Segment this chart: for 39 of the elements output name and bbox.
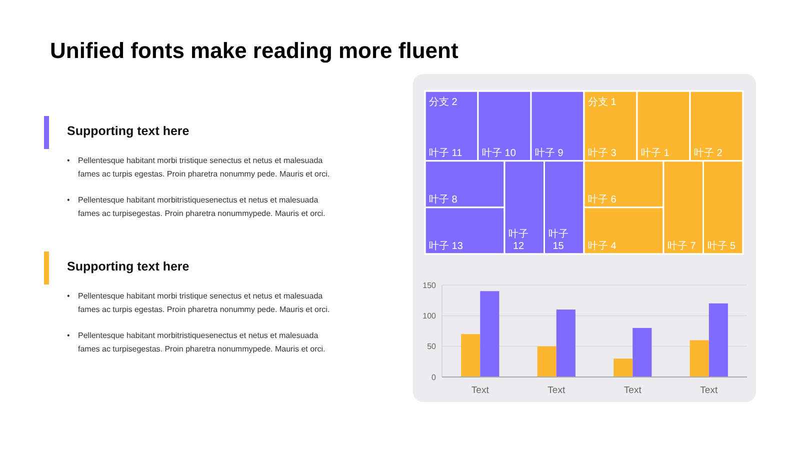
category-label: 叶子 4 bbox=[588, 240, 617, 252]
y-tick-label: 100 bbox=[422, 311, 437, 320]
category-label: 叶子 7 bbox=[668, 240, 696, 252]
category-label: 叶子 13 bbox=[429, 240, 464, 252]
bar bbox=[708, 303, 728, 377]
text: • Pellentesque habitant morbitristiquesenectus et netus et malesuada fames ac turpisegestas. Proin pharetra nonummypede. Mauris et orci. bbox=[67, 196, 326, 218]
bar bbox=[614, 358, 633, 377]
category-label: 叶子 15 bbox=[548, 228, 568, 252]
category-label: 叶子 3 bbox=[588, 146, 617, 159]
bar bbox=[480, 291, 500, 377]
bar bbox=[461, 334, 480, 377]
bar bbox=[556, 310, 576, 377]
y-tick-label: 150 bbox=[422, 280, 437, 290]
text: • Pellentesque habitant morbi tristique senectus et netus et malesuada fames ac turpis egestas. Proin pharetra nonummy pede. Mauris et orci. bbox=[67, 292, 330, 314]
text: • Pellentesque habitant morbitristiquesenectus et netus et malesuada fames ac turpisegestas. Proin pharetra nonummypede. Mauris et orci. bbox=[67, 331, 326, 354]
category-label: 叶子 6 bbox=[588, 193, 617, 206]
text: Supporting text here bbox=[67, 260, 190, 274]
category-label: 叶子 10 bbox=[482, 146, 516, 159]
x-tick-label: Text bbox=[700, 385, 718, 396]
bar bbox=[537, 346, 556, 377]
x-tick-label: Text bbox=[471, 385, 490, 396]
category-label: 叶子 2 bbox=[694, 146, 723, 159]
x-tick-label: Text bbox=[624, 385, 642, 396]
category-label: 叶子 9 bbox=[535, 146, 564, 159]
x-tick-label: Text bbox=[548, 385, 566, 396]
category-label: 叶子 11 bbox=[429, 146, 463, 159]
category-label: 叶子 8 bbox=[429, 193, 458, 206]
text: • Pellentesque habitant morbi tristique senectus et netus et malesuada fames ac turpis egestas. Proin pharetra nonummy pede. Mauris et orci. bbox=[67, 156, 330, 178]
y-tick-label: 0 bbox=[432, 372, 437, 382]
text: 分支 2 bbox=[429, 97, 458, 108]
text: Unified fonts make reading more fluent bbox=[50, 38, 459, 63]
category-label: 叶子 1 bbox=[641, 146, 670, 159]
category-label: 叶子 12 bbox=[508, 228, 528, 252]
category-label: 叶子 5 bbox=[707, 240, 736, 252]
text: 分支 1 bbox=[588, 97, 616, 108]
bar bbox=[632, 328, 652, 377]
text: Supporting text here bbox=[67, 124, 190, 138]
bar bbox=[690, 340, 709, 377]
y-tick-label: 50 bbox=[427, 342, 437, 352]
